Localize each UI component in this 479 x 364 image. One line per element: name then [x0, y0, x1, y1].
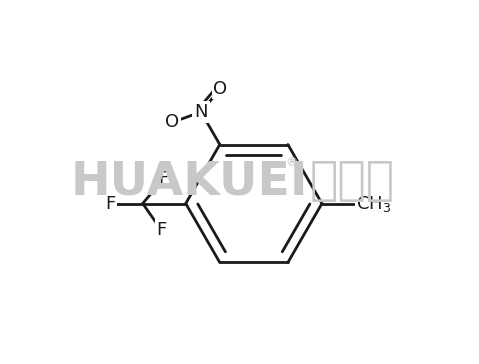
- Text: CH$_3$: CH$_3$: [355, 194, 391, 214]
- Text: O: O: [165, 113, 180, 131]
- Text: O: O: [214, 80, 228, 98]
- Text: 化学加: 化学加: [309, 159, 395, 205]
- Text: F: F: [159, 170, 169, 188]
- Text: N: N: [194, 103, 208, 121]
- Text: F: F: [156, 221, 166, 239]
- Text: F: F: [105, 194, 115, 213]
- Text: HUAKUEI: HUAKUEI: [71, 159, 308, 205]
- Text: ®: ®: [285, 156, 298, 169]
